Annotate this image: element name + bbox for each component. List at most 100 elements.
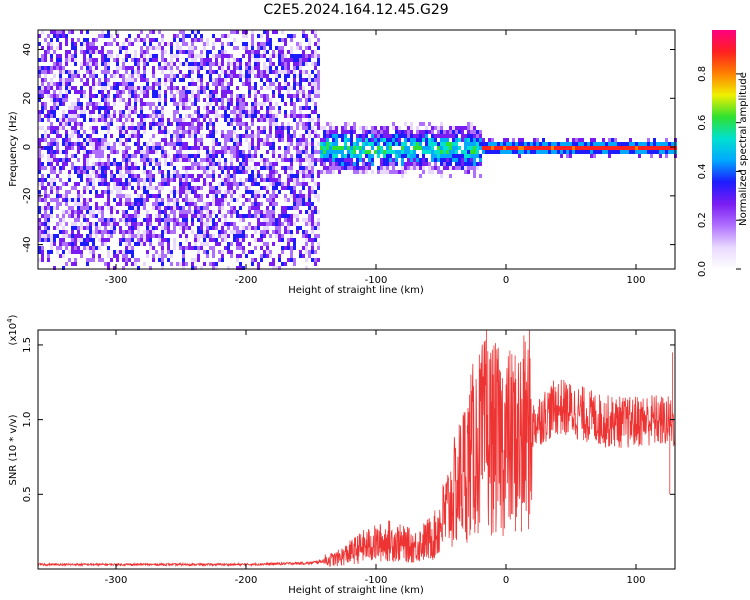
spectrogram-cell: [389, 146, 392, 150]
spectrogram-cell: [86, 246, 89, 250]
spectrogram-cell: [278, 90, 281, 94]
spectrogram-cell: [467, 138, 470, 142]
spectrogram-cell: [305, 266, 308, 270]
spectrogram-cell: [479, 138, 482, 142]
spectrogram-cell: [236, 134, 239, 138]
spectrogram-cell: [491, 142, 494, 146]
spectrogram-cell: [158, 242, 161, 246]
spectrogram-cell: [59, 222, 62, 226]
spectrogram-cell: [254, 162, 257, 166]
spectrogram-cell: [263, 94, 266, 98]
spectrogram-cell: [233, 210, 236, 214]
spectrogram-cell: [107, 70, 110, 74]
spectrogram-cell: [440, 146, 443, 150]
spectrogram-cell: [41, 154, 44, 158]
spectrogram-cell: [83, 246, 86, 250]
spectrogram-cell: [65, 34, 68, 38]
spectrogram-cell: [350, 122, 353, 126]
spectrogram-cell: [245, 50, 248, 54]
spectrogram-cell: [170, 70, 173, 74]
spectrogram-cell: [143, 242, 146, 246]
spectrogram-cell: [110, 210, 113, 214]
spectrogram-cell: [74, 170, 77, 174]
spectrogram-cell: [161, 262, 164, 266]
spectrogram-cell: [62, 34, 65, 38]
spectrogram-cell: [449, 166, 452, 170]
spectrogram-cell: [407, 158, 410, 162]
spectrogram-cell: [62, 266, 65, 270]
spectrogram-cell: [350, 162, 353, 166]
spectrogram-cell: [155, 54, 158, 58]
spectrogram-cell: [173, 134, 176, 138]
spectrogram-cell: [473, 170, 476, 174]
spectrogram-cell: [383, 130, 386, 134]
spectrogram-cell: [314, 226, 317, 230]
spectrogram-cell: [437, 158, 440, 162]
spectrogram-cell: [251, 214, 254, 218]
y-tick-label: 1.5: [22, 337, 33, 353]
spectrogram-cell: [389, 138, 392, 142]
spectrogram-cell: [251, 202, 254, 206]
spectrogram-cell: [188, 242, 191, 246]
spectrogram-cell: [128, 134, 131, 138]
spectrogram-cell: [107, 218, 110, 222]
spectrogram-cell: [53, 50, 56, 54]
spectrogram-cell: [161, 234, 164, 238]
spectrogram-cell: [119, 202, 122, 206]
spectrogram-cell: [134, 226, 137, 230]
spectrogram-cell: [197, 110, 200, 114]
spectrogram-cell: [332, 158, 335, 162]
spectrogram-cell: [281, 246, 284, 250]
spectrogram-cell: [131, 174, 134, 178]
spectrogram-cell: [83, 214, 86, 218]
spectrogram-cell: [137, 182, 140, 186]
spectrogram-cell: [545, 142, 548, 146]
spectrogram-cell: [467, 166, 470, 170]
spectrogram-cell: [335, 130, 338, 134]
spectrogram-cell: [158, 130, 161, 134]
spectrogram-cell: [530, 142, 533, 146]
spectrogram-cell: [41, 186, 44, 190]
spectrogram-cell: [191, 82, 194, 86]
spectrogram-cell: [62, 78, 65, 82]
spectrogram-cell: [50, 214, 53, 218]
spectrogram-cell: [152, 186, 155, 190]
spectrogram-cell: [65, 262, 68, 266]
spectrogram-cell: [128, 198, 131, 202]
spectrogram-cell: [113, 250, 116, 254]
spectrogram-cell: [251, 122, 254, 126]
spectrogram-cell: [317, 42, 320, 46]
spectrogram-cell: [77, 182, 80, 186]
spectrogram-cell: [449, 130, 452, 134]
spectrogram-cell: [374, 126, 377, 130]
spectrogram-cell: [410, 150, 413, 154]
spectrogram-cell: [242, 98, 245, 102]
spectrogram-cell: [413, 142, 416, 146]
spectrogram-cell: [224, 86, 227, 90]
spectrogram-cell: [218, 98, 221, 102]
spectrogram-cell: [620, 142, 623, 146]
spectrogram-cell: [212, 54, 215, 58]
spectrogram-cell: [200, 174, 203, 178]
spectrogram-cell: [164, 90, 167, 94]
spectrogram-cell: [530, 146, 533, 150]
spectrogram-cell: [533, 142, 536, 146]
spectrogram-cell: [416, 126, 419, 130]
spectrogram-cell: [89, 94, 92, 98]
spectrogram-cell: [137, 178, 140, 182]
spectrogram-cell: [116, 222, 119, 226]
spectrogram-cell: [137, 74, 140, 78]
spectrogram-cell: [119, 174, 122, 178]
spectrogram-cell: [200, 206, 203, 210]
spectrogram-cell: [476, 142, 479, 146]
spectrogram-cell: [236, 122, 239, 126]
spectrogram-cell: [275, 46, 278, 50]
spectrogram-cell: [125, 250, 128, 254]
spectrogram-cell: [542, 150, 545, 154]
spectrogram-cell: [206, 62, 209, 66]
spectrogram-cell: [290, 194, 293, 198]
spectrogram-cell: [74, 58, 77, 62]
spectrogram-cell: [257, 226, 260, 230]
spectrogram-cell: [263, 118, 266, 122]
spectrogram-cell: [218, 202, 221, 206]
